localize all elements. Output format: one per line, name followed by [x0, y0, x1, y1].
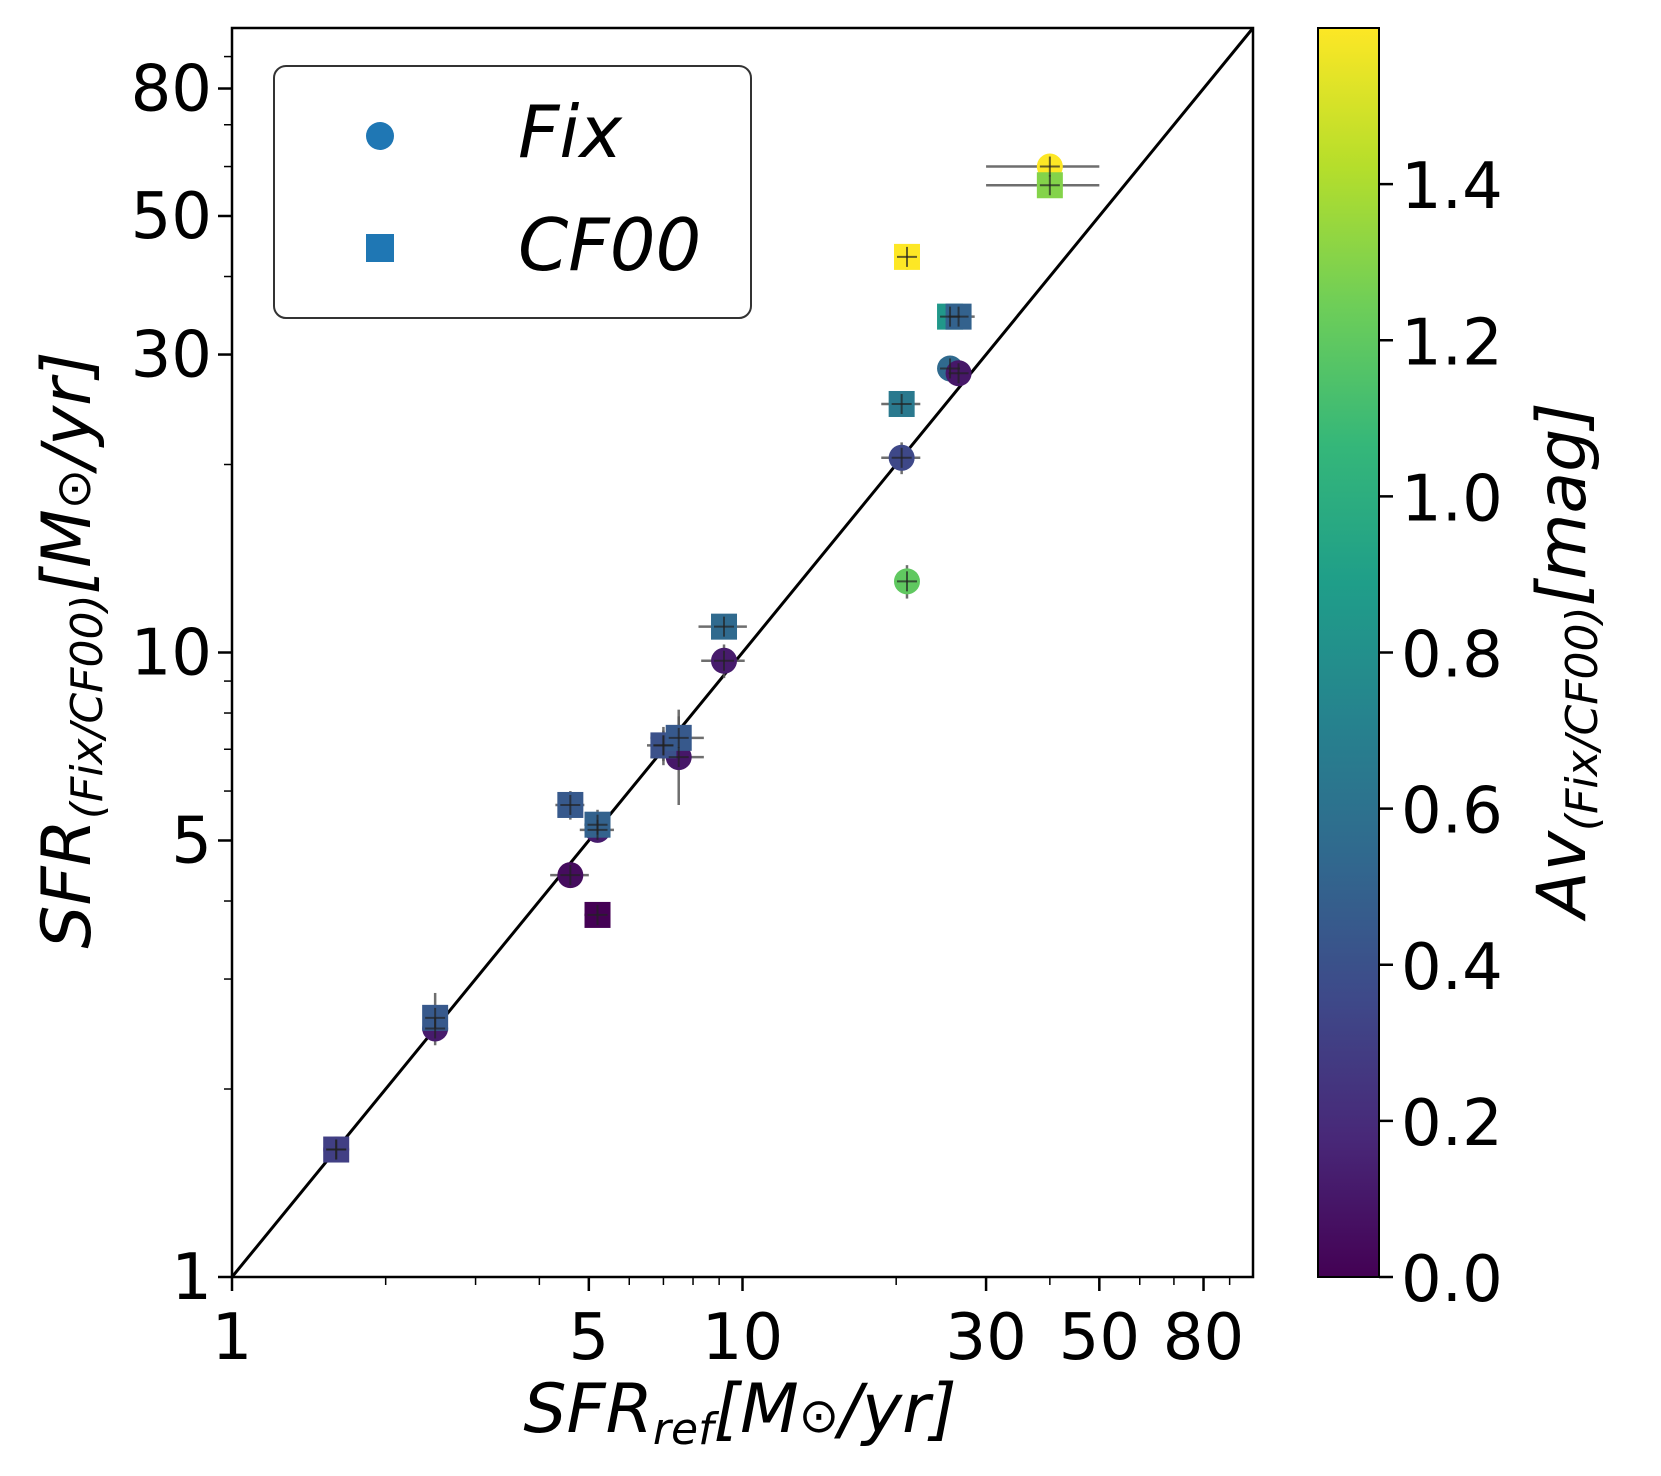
- x-axis-title: SFRref[M⊙/yr]: [523, 1370, 956, 1455]
- x-tick-label: 50: [1059, 1301, 1140, 1375]
- colorbar-tick-label: 0.4: [1401, 931, 1503, 1005]
- y-tick-label: 50: [131, 180, 212, 254]
- legend-fix-marker-icon: [366, 122, 394, 150]
- colorbar-tick-label: 0.6: [1401, 775, 1503, 849]
- colorbar-tick-label: 1.0: [1401, 462, 1503, 536]
- colorbar-tick-label: 0.0: [1401, 1243, 1503, 1317]
- data-points: [323, 153, 1063, 1163]
- colorbar-gradient: [1317, 27, 1380, 1278]
- colorbar-tick-label: 1.4: [1401, 150, 1503, 224]
- x-tick-label: 5: [568, 1301, 609, 1375]
- colorbar-ticks: 0.0 0.2 0.4 0.6 0.8 1.0 1.2 1.4: [1379, 150, 1503, 1317]
- y-tick-label: 80: [131, 53, 212, 127]
- colorbar: 0.0 0.2 0.4 0.6 0.8 1.0 1.2 1.4 Av(Fix/CF00)[ma…: [1317, 27, 1608, 1317]
- minor-ticks: [224, 55, 1231, 1285]
- x-tick-label: 10: [702, 1301, 783, 1375]
- y-axis-title: SFR(Fix/CF00)[M⊙/yr]: [28, 351, 113, 948]
- colorbar-title: Av(Fix/CF00)[mag]: [1523, 402, 1608, 922]
- legend: Fix CF00: [273, 65, 752, 319]
- colorbar-tick-label: 1.2: [1401, 306, 1503, 380]
- legend-cf00-marker-icon: [366, 234, 394, 262]
- y-tick-label: 30: [131, 319, 212, 393]
- x-tick-label: 30: [945, 1301, 1026, 1375]
- colorbar-tick-label: 0.2: [1401, 1087, 1503, 1161]
- y-tick-label: 5: [171, 804, 212, 878]
- colorbar-tick-label: 0.8: [1401, 619, 1503, 693]
- x-tick-label: 1: [212, 1301, 253, 1375]
- x-axis-ticks: 1 5 10 30 50 80: [212, 1277, 1244, 1375]
- legend-cf00-label: CF00: [518, 203, 701, 287]
- one-to-one-line: [230, 27, 1255, 1278]
- legend-fix-label: Fix: [518, 90, 623, 174]
- x-tick-label: 80: [1163, 1301, 1244, 1375]
- y-axis-ticks: 1 5 10 30 50 80: [131, 53, 232, 1315]
- y-tick-label: 10: [131, 617, 212, 691]
- y-tick-label: 1: [171, 1241, 212, 1315]
